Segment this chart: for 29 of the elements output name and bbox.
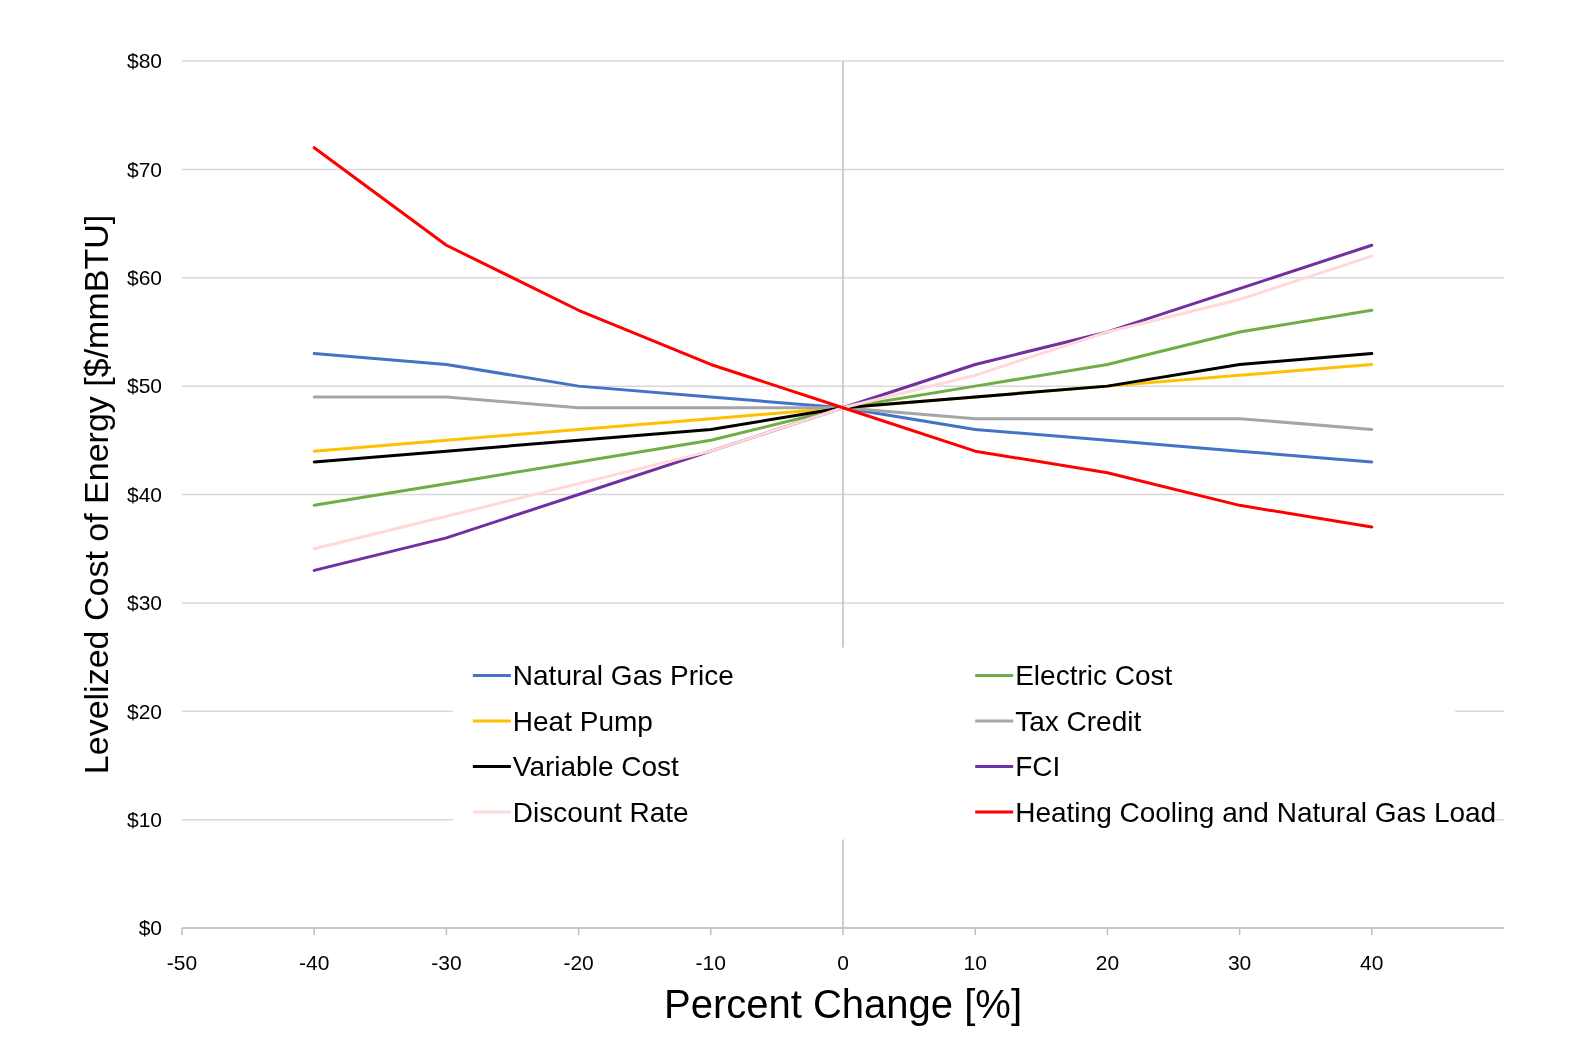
x-tick-label: -10 (695, 951, 726, 974)
legend-label: Natural Gas Price (512, 660, 734, 692)
x-tick-label: 10 (963, 951, 987, 974)
y-tick-label: $20 (126, 699, 162, 723)
x-tick-label: 30 (1227, 951, 1252, 974)
y-tick-label: $50 (126, 374, 162, 398)
legend-label: Heat Pump (512, 705, 653, 737)
x-tick-label: 40 (1360, 951, 1384, 974)
legend-label: Variable Cost (512, 751, 680, 783)
legend-label: Discount Rate (512, 796, 689, 828)
y-tick-label: $30 (126, 591, 162, 615)
y-tick-label: $10 (126, 807, 162, 831)
y-tick-label: $0 (138, 916, 162, 940)
y-tick-label: $80 (126, 49, 162, 73)
y-tick-label: $40 (126, 482, 162, 506)
x-tick-label: 20 (1095, 951, 1120, 974)
y-tick-label: $60 (126, 266, 162, 290)
legend-label: FCI (1015, 751, 1061, 783)
x-tick-label: -40 (299, 951, 330, 974)
x-axis-title: Percent Change [%] (664, 982, 1022, 1026)
x-tick-label: 0 (837, 951, 849, 974)
x-tick-label: -50 (166, 951, 198, 974)
legend-label: Heating Cooling and Natural Gas Load (1015, 796, 1497, 828)
y-axis-title: Levelized Cost of Energy [$/mmBTU] (77, 214, 115, 775)
x-tick-label: -30 (431, 951, 462, 974)
x-tick-label: -20 (563, 951, 594, 974)
y-tick-label: $70 (126, 157, 162, 181)
legend-label: Tax Credit (1015, 705, 1142, 737)
legend-label: Electric Cost (1015, 660, 1173, 692)
